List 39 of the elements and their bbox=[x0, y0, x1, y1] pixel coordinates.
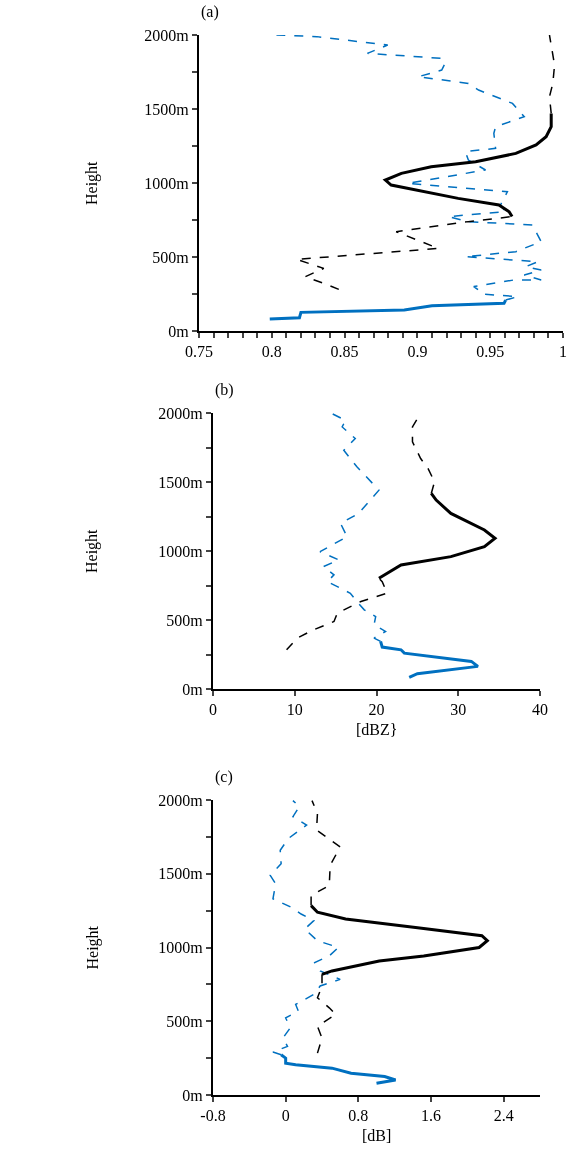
y-tick-label: 2000m bbox=[158, 404, 204, 422]
x-tick-label: 1.6 bbox=[421, 1107, 441, 1125]
x-tick-label: 40 bbox=[532, 701, 548, 719]
x-tick-label: -0.8 bbox=[200, 1107, 226, 1125]
y-tick-label: 1000m bbox=[158, 542, 204, 560]
x-tick-label: 10 bbox=[286, 701, 303, 719]
y-tick-label: 1500m bbox=[144, 100, 190, 118]
x-tick-label: 30 bbox=[450, 701, 467, 719]
y-tick-label: 2000m bbox=[158, 791, 204, 809]
x-tick-label: 0.95 bbox=[476, 343, 505, 361]
y-axis-title: Height bbox=[83, 528, 101, 573]
chart-title: (b) bbox=[215, 381, 234, 399]
y-tick-label: 1000m bbox=[158, 939, 204, 957]
x-tick-label: 0 bbox=[209, 701, 217, 719]
y-tick-label: 1000m bbox=[144, 174, 190, 192]
x-tick-label: 2.4 bbox=[493, 1107, 514, 1125]
y-tick-label: 0m bbox=[182, 1086, 204, 1104]
x-tick-label: 0.75 bbox=[185, 343, 213, 361]
x-tick-label: 0.8 bbox=[261, 343, 282, 361]
x-tick-label: 20 bbox=[368, 701, 385, 719]
y-tick-label: 0m bbox=[168, 322, 190, 340]
x-tick-label: 0.85 bbox=[330, 343, 359, 361]
x-axis-title: [dB] bbox=[362, 1127, 392, 1144]
y-axis-title: Height bbox=[83, 925, 102, 970]
y-tick-label: 500m bbox=[166, 1012, 204, 1030]
y-axis-title: Height bbox=[83, 160, 101, 205]
x-tick-label: 0 bbox=[281, 1107, 290, 1125]
y-tick-label: 500m bbox=[166, 611, 204, 629]
chart-title: (c) bbox=[215, 768, 233, 786]
y-tick-label: 0m bbox=[182, 680, 204, 698]
x-tick-label: 1 bbox=[559, 343, 567, 361]
x-tick-label: 0.8 bbox=[348, 1107, 369, 1125]
x-tick-label: 0.9 bbox=[407, 343, 428, 361]
chart-title: (a) bbox=[201, 3, 219, 21]
y-tick-label: 2000m bbox=[144, 26, 190, 44]
x-axis-title: [dBZ} bbox=[356, 721, 398, 738]
y-tick-label: 500m bbox=[152, 248, 190, 266]
y-tick-label: 1500m bbox=[158, 473, 204, 491]
y-tick-label: 1500m bbox=[158, 865, 204, 883]
